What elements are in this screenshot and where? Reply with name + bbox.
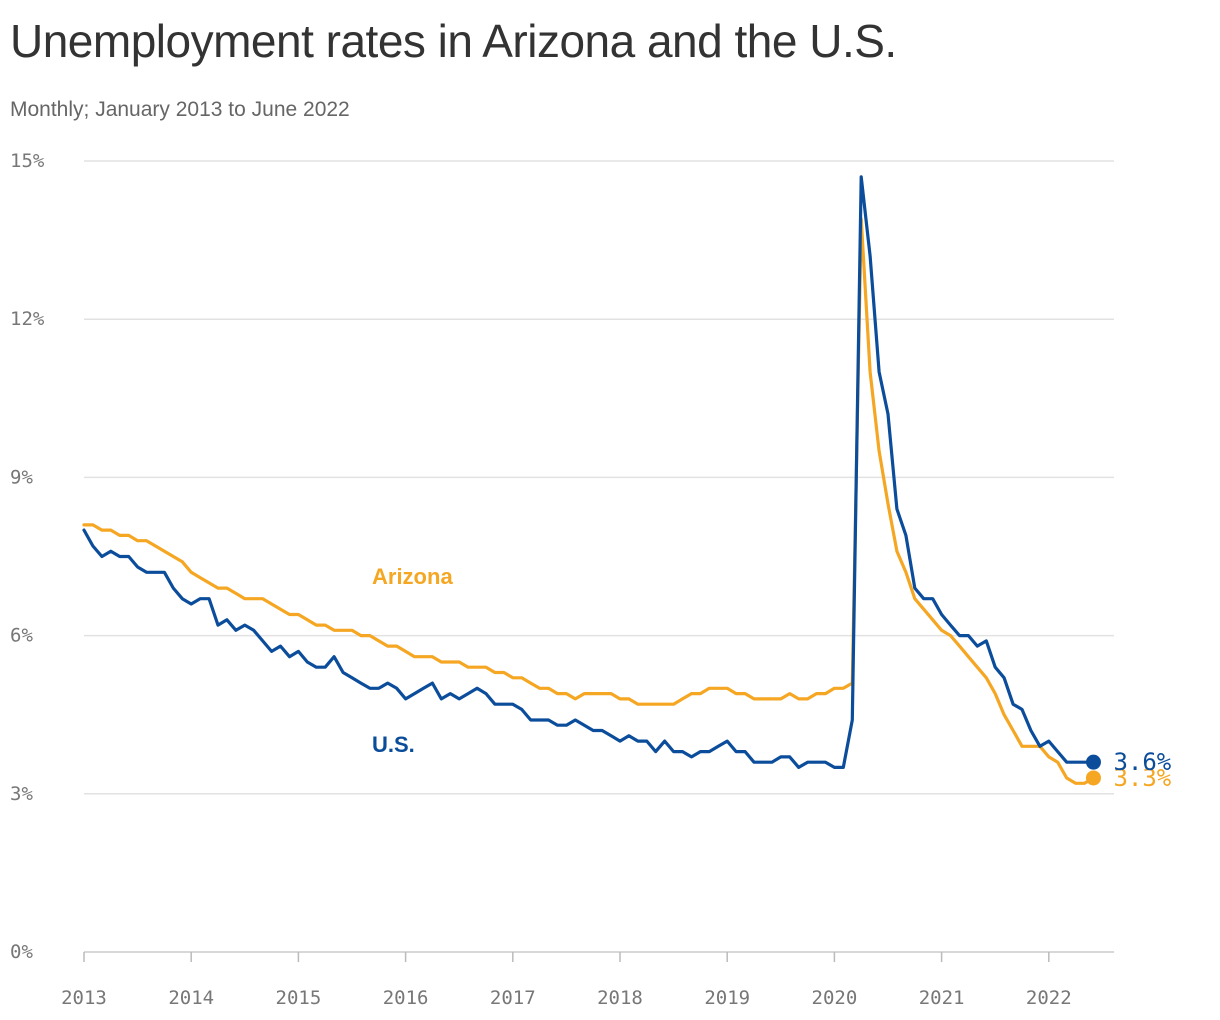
x-tick-label: 2016	[383, 987, 429, 1009]
x-tick-label: 2022	[1026, 987, 1072, 1009]
chart-subtitle: Monthly; January 2013 to June 2022	[10, 98, 350, 121]
x-tick-label: 2015	[276, 987, 322, 1009]
x-tick-label: 2021	[919, 987, 965, 1009]
y-tick-label: 3%	[10, 783, 33, 805]
x-tick-label: 2019	[704, 987, 750, 1009]
series-line-arizona	[82, 217, 1096, 785]
series-labels: 3.3% Arizona 3.6% U.S.	[372, 564, 1172, 792]
x-tick-label: 2020	[812, 987, 858, 1009]
y-tick-label: 15%	[10, 150, 45, 172]
series-label-arizona: Arizona	[372, 564, 453, 589]
x-axis: 2013 2014 2015 2016 2017 2018 2019 2020 2021 2022	[61, 952, 1072, 1009]
end-value-label-arizona: 3.3%	[1113, 764, 1171, 792]
x-tick-label: 2017	[490, 987, 536, 1009]
x-tick-label: 2013	[61, 987, 107, 1009]
y-axis-ticks: 0% 3% 6% 9% 12% 15%	[10, 150, 45, 963]
y-tick-label: 9%	[10, 466, 33, 488]
x-tick-label: 2014	[168, 987, 214, 1009]
end-point-arizona	[1085, 770, 1101, 786]
series-label-u-s: U.S.	[372, 732, 415, 757]
y-tick-label: 0%	[10, 941, 33, 963]
series-lines	[82, 175, 1101, 786]
series-line-u-s	[82, 175, 1096, 770]
chart-title: Unemployment rates in Arizona and the U.…	[10, 15, 897, 67]
end-point-u-s	[1085, 754, 1101, 770]
y-tick-label: 12%	[10, 308, 45, 330]
x-tick-label: 2018	[597, 987, 643, 1009]
gridlines	[84, 160, 1114, 953]
end-value-label-u-s: 3.6%	[1113, 748, 1171, 776]
y-tick-label: 6%	[10, 625, 33, 647]
